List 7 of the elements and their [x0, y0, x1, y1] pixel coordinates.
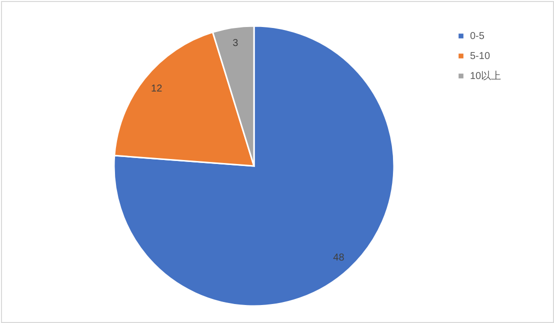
legend-label: 5-10 — [470, 51, 490, 62]
legend-label: 0-5 — [470, 31, 485, 42]
pie-slice — [113, 25, 395, 307]
data-label: 12 — [151, 83, 163, 94]
data-label: 48 — [333, 252, 345, 264]
legend-label: 10以上 — [470, 70, 502, 82]
data-label: 3 — [232, 38, 239, 49]
